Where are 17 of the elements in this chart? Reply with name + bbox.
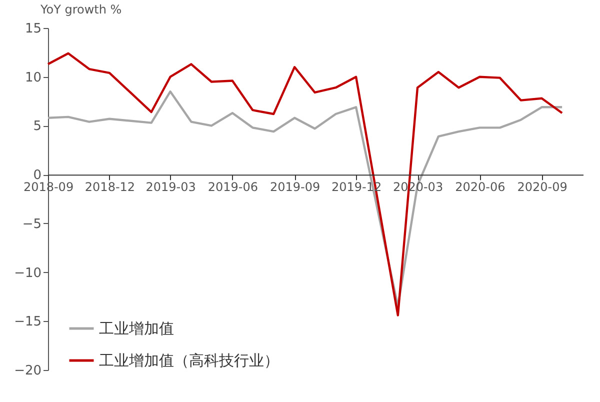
y-tick-label: −20 <box>14 364 42 378</box>
y-tick-label: 15 <box>24 22 42 36</box>
y-tick-label: 5 <box>33 119 42 134</box>
legend-label: 工业增加值（高科技行业） <box>99 352 279 370</box>
legend-label: 工业增加值 <box>99 320 174 338</box>
y-tick-label: −5 <box>22 216 42 232</box>
y-tick-label: 0 <box>33 168 42 184</box>
y-tick-label: −10 <box>14 266 42 281</box>
y-tick-label: 10 <box>24 70 42 86</box>
x-tick-label: 2018-12 <box>84 180 136 194</box>
y-axis-title: YoY growth % <box>40 2 122 16</box>
x-tick-label: 2019-09 <box>270 180 320 194</box>
x-tick-label: 2020-09 <box>517 180 568 194</box>
x-tick-label: 2019-06 <box>208 180 258 194</box>
x-tick-label: 2020-06 <box>455 180 506 194</box>
y-tick-label: −15 <box>14 314 42 330</box>
x-tick-label: 2019-03 <box>146 180 196 194</box>
